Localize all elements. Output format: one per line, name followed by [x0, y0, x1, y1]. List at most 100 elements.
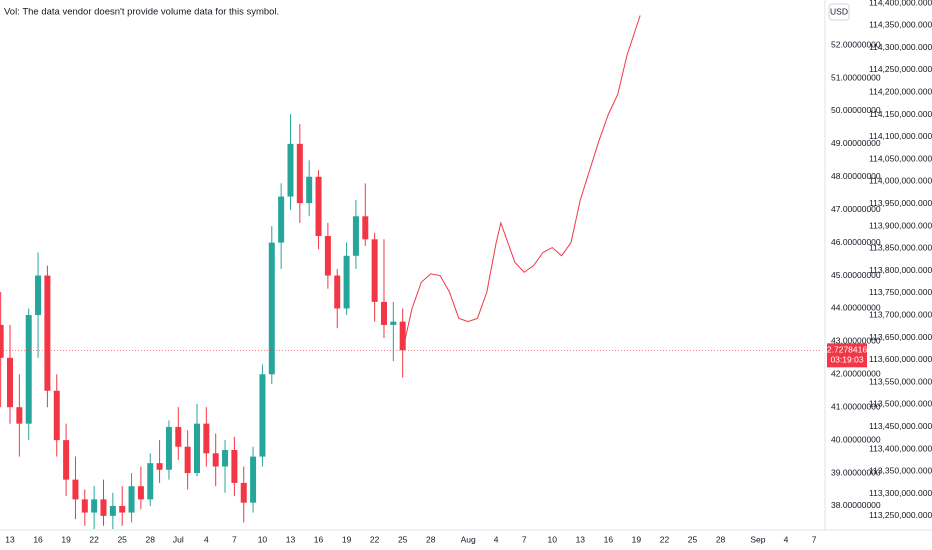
y2-tick-label: 113,250,000.00000000	[869, 510, 932, 520]
x-tick-label: 19	[342, 534, 352, 544]
candle-body	[7, 357, 14, 408]
y2-tick-label: 113,550,000.00000000	[869, 376, 932, 386]
x-tick-label: 28	[426, 534, 436, 544]
candle-body	[35, 275, 42, 316]
x-tick-label: 7	[232, 534, 237, 544]
x-tick-label: 7	[522, 534, 527, 544]
y2-tick-label: 113,800,000.00000000	[869, 265, 932, 275]
candle-body	[44, 275, 51, 391]
y2-tick-label: 113,650,000.00000000	[869, 332, 932, 342]
candle-body	[53, 390, 60, 441]
x-tick-label: 25	[398, 534, 408, 544]
y2-tick-label: 113,350,000.00000000	[869, 466, 932, 476]
last-price-box	[827, 343, 867, 368]
candle-body	[91, 499, 98, 513]
currency-box[interactable]	[828, 3, 850, 21]
candle-body	[109, 505, 116, 516]
candle-body	[212, 453, 219, 467]
x-tick-label: 10	[258, 534, 268, 544]
y2-tick-label: 113,750,000.00000000	[869, 287, 932, 297]
y2-tick-label: 113,450,000.00000000	[869, 421, 932, 431]
x-tick-label: 16	[33, 534, 43, 544]
candle-body	[231, 450, 238, 483]
candle-body	[315, 176, 322, 237]
candle-body	[184, 446, 191, 474]
y-tick-label: 48.00000000	[831, 171, 881, 181]
candle-body	[352, 216, 359, 256]
y2-tick-label: 114,400,000.00000000	[869, 0, 932, 7]
candle-body	[362, 216, 369, 240]
candle-body	[380, 301, 387, 325]
x-tick-label: 28	[146, 534, 156, 544]
candle-body	[296, 143, 303, 204]
y-tick-label: 41.00000000	[831, 401, 881, 411]
candle-body	[278, 196, 285, 243]
x-tick-label: Sep	[750, 534, 765, 544]
currency[interactable]: USD	[830, 6, 848, 16]
x-tick-label: 4	[784, 534, 789, 544]
candle-body	[287, 143, 294, 197]
candle-body	[193, 423, 200, 474]
candle-body	[222, 450, 229, 467]
candle-body	[371, 239, 378, 302]
y2-tick-label: 114,350,000.00000000	[869, 20, 932, 30]
x-tick-label: 10	[548, 534, 558, 544]
candle-body	[81, 499, 88, 513]
x-tick-label: Jul	[173, 534, 184, 544]
x-tick-label: 22	[370, 534, 380, 544]
y-tick-label: 39.00000000	[831, 467, 881, 477]
candle-body	[268, 242, 275, 375]
candle-body	[156, 463, 163, 470]
x-tick-label: 22	[660, 534, 670, 544]
y-tick-label: 43.00000000	[831, 336, 881, 346]
y2-tick-label: 113,700,000.00000000	[869, 310, 932, 320]
x-tick-label: 19	[632, 534, 642, 544]
candle-body	[334, 275, 341, 309]
candle-body	[16, 407, 23, 424]
x-tick-label: Aug	[461, 534, 476, 544]
x-tick-label: 25	[688, 534, 698, 544]
x-tick-label: 16	[314, 534, 324, 544]
x-tick-label: 19	[61, 534, 71, 544]
x-tick-label: 13	[576, 534, 586, 544]
candle-body	[25, 315, 32, 424]
y-tick-label: 38.00000000	[831, 500, 881, 510]
candle-body	[250, 456, 257, 503]
y2-tick-label: 113,950,000.00000000	[869, 198, 932, 208]
candle-body	[165, 426, 172, 470]
y-tick-label: 49.00000000	[831, 138, 881, 148]
x-tick-label: 7	[812, 534, 817, 544]
last-price-label: 42.72784166	[822, 345, 872, 355]
y2-tick-label: 114,200,000.00000000	[869, 86, 932, 96]
candle-body	[137, 486, 144, 500]
candle-body	[119, 505, 126, 513]
y-tick-label: 51.00000000	[831, 72, 881, 82]
candle-body	[324, 236, 331, 276]
y2-tick-label: 114,300,000.00000000	[869, 42, 932, 52]
candle-body	[100, 499, 107, 516]
x-tick-label: 25	[117, 534, 127, 544]
y2-tick-label: 114,050,000.00000000	[869, 153, 932, 163]
y-tick-label: 44.00000000	[831, 303, 881, 313]
y2-tick-label: 114,000,000.00000000	[869, 176, 932, 186]
candle-body	[390, 321, 397, 325]
y-tick-label: 40.00000000	[831, 434, 881, 444]
candle-body	[203, 423, 210, 454]
y2-tick-label: 113,300,000.00000000	[869, 488, 932, 498]
x-tick-label: 13	[5, 534, 15, 544]
candle-body	[128, 486, 135, 513]
y2-tick-label: 114,100,000.00000000	[869, 131, 932, 141]
candle-body	[399, 321, 406, 351]
x-tick-label: 22	[89, 534, 99, 544]
candle-body	[72, 479, 79, 500]
candle-body	[147, 463, 154, 500]
y-tick-label: 52.00000000	[831, 39, 881, 49]
y-tick-label: 50.00000000	[831, 105, 881, 115]
y2-tick-label: 113,850,000.00000000	[869, 243, 932, 253]
y-tick-label: 45.00000000	[831, 270, 881, 280]
candle-body	[240, 482, 247, 503]
y-tick-label: 46.00000000	[831, 237, 881, 247]
candle-body	[306, 176, 313, 204]
y2-tick-label: 113,500,000.00000000	[869, 399, 932, 409]
